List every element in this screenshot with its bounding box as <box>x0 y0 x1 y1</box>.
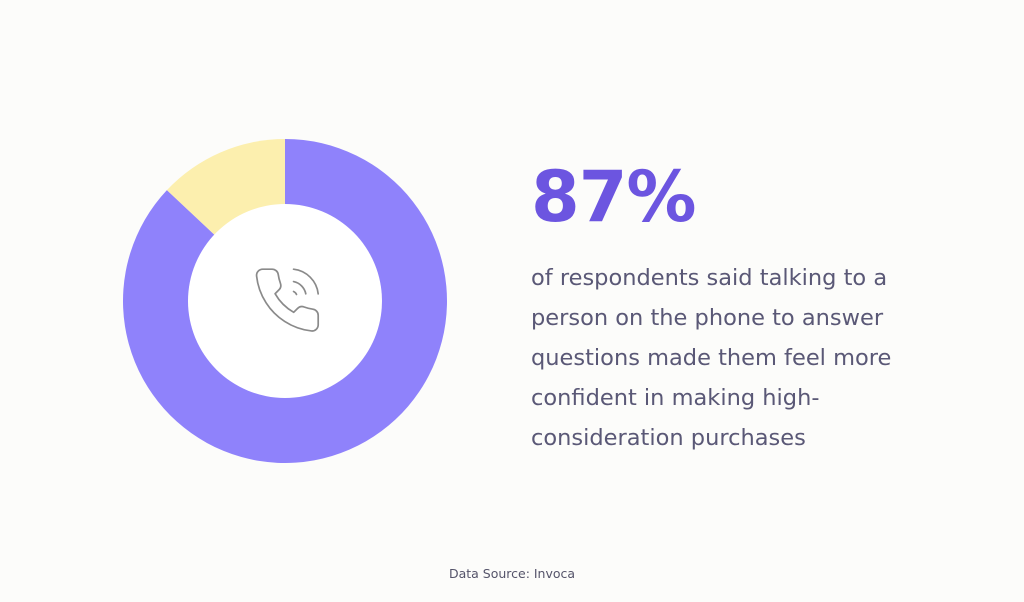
data-source: Data Source: Invoca <box>448 566 576 581</box>
donut-chart-svg <box>123 139 447 463</box>
stat-block: 87% of respondents said talking to a per… <box>531 152 971 458</box>
stat-value: 87% <box>531 156 697 238</box>
donut-chart <box>123 139 447 463</box>
phone-call-icon <box>255 268 320 332</box>
donut-center <box>188 204 382 398</box>
stat-description: of respondents said talking to a person … <box>531 265 892 451</box>
